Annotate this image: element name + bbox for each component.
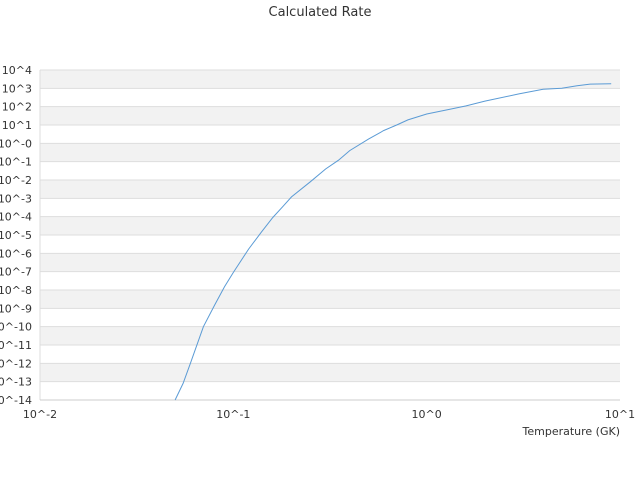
y-tick-label: 10^-5 <box>0 229 32 242</box>
gridlines <box>39 69 620 401</box>
y-tick-label: 10^-4 <box>0 211 32 224</box>
y-tick-label: 10^-0 <box>0 137 32 150</box>
band <box>40 216 620 235</box>
band <box>40 70 620 89</box>
band <box>40 106 620 125</box>
y-tick-label: 10^4 <box>2 64 32 77</box>
band <box>40 363 620 382</box>
background-bands <box>40 70 620 382</box>
band <box>40 143 620 162</box>
y-tick-label: 10^-8 <box>0 284 32 297</box>
y-tick-label: 10^-11 <box>0 339 32 352</box>
y-tick-label: 10^-9 <box>0 302 32 315</box>
chart-title: Calculated Rate <box>269 5 372 20</box>
x-axis-label: Temperature (GK) <box>522 425 621 438</box>
x-tick-label: 10^-1 <box>216 408 250 421</box>
y-tick-label: 10^1 <box>2 119 32 132</box>
rate-line <box>174 83 612 401</box>
y-tick-label: 10^3 <box>2 82 32 95</box>
y-tick-label: 10^-7 <box>0 266 32 279</box>
y-tick-label: 10^-12 <box>0 357 32 370</box>
y-tick-label: 10^-14 <box>0 394 32 407</box>
x-tick-label: 10^-2 <box>23 408 57 421</box>
band <box>40 290 620 309</box>
y-tick-label: 10^-10 <box>0 321 32 334</box>
y-tick-label: 10^-2 <box>0 174 32 187</box>
band <box>40 180 620 199</box>
x-tick-label: 10^0 <box>412 408 442 421</box>
series-group <box>174 83 612 401</box>
x-axis-ticks: 10^-2 10^-1 10^0 10^1 <box>23 408 635 421</box>
y-tick-label: 10^-13 <box>0 376 32 389</box>
y-tick-label: 10^2 <box>2 101 32 114</box>
y-tick-label: 10^-6 <box>0 247 32 260</box>
y-axis-ticks: 10^4 10^3 10^2 10^1 10^-0 10^-1 10^-2 10^-3 10^-… <box>0 64 32 407</box>
y-tick-label: 10^-1 <box>0 156 32 169</box>
x-tick-label: 10^1 <box>605 408 635 421</box>
band <box>40 253 620 272</box>
band <box>40 326 620 345</box>
y-tick-label: 10^-3 <box>0 192 32 205</box>
